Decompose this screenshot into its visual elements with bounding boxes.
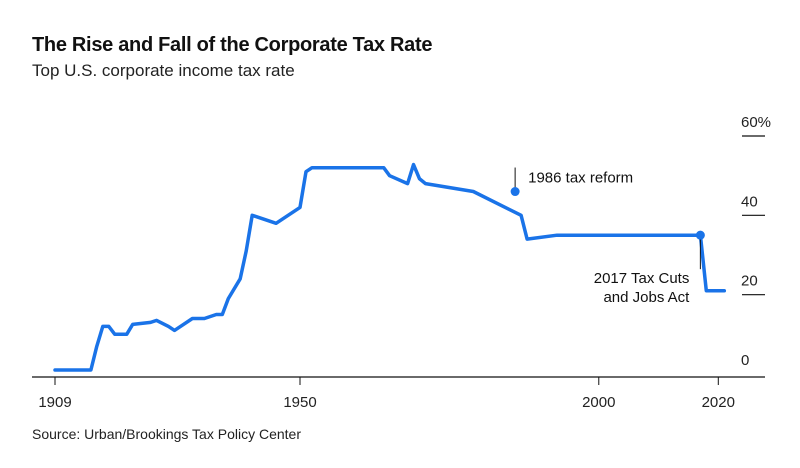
annotation-point-1986	[510, 187, 520, 197]
x-tick-label-1909: 1909	[38, 394, 71, 411]
y-tick-label-0: 0	[741, 352, 749, 369]
chart-subtitle: Top U.S. corporate income tax rate	[32, 61, 295, 80]
y-tick-label-60: 60%	[741, 114, 771, 131]
annotation-point-2017	[695, 230, 705, 240]
chart-title: The Rise and Fall of the Corporate Tax R…	[32, 34, 433, 56]
x-tick-label-1950: 1950	[283, 394, 316, 411]
x-tick-label-2020: 2020	[702, 394, 735, 411]
y-tick-label-20: 20	[741, 273, 758, 290]
series-line-0	[53, 162, 727, 372]
annotation-label-2017: 2017 Tax Cuts and Jobs Act	[594, 270, 690, 306]
x-tick-label-2000: 2000	[582, 394, 615, 411]
annotation-label-1986: 1986 tax reform	[528, 170, 633, 187]
source-note: Source: Urban/Brookings Tax Policy Cente…	[32, 426, 301, 442]
y-tick-label-40: 40	[741, 193, 758, 210]
